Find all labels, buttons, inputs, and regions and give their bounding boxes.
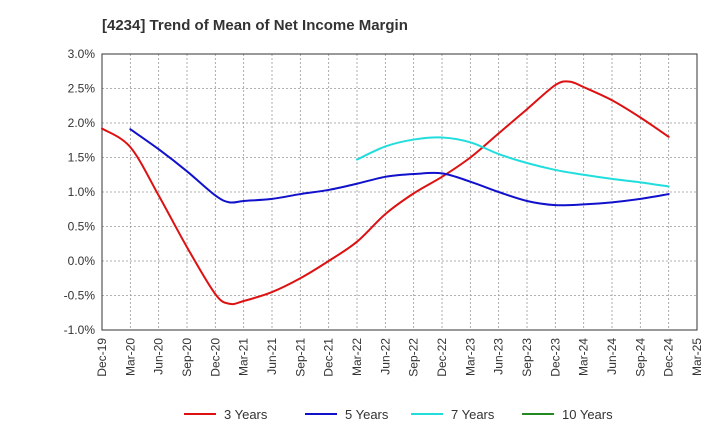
legend-label-7-years: 7 Years [451, 407, 495, 422]
y-tick-label: -0.5% [64, 289, 96, 303]
x-tick-label: Jun-22 [378, 338, 392, 375]
x-tick-label: Sep-22 [407, 338, 421, 377]
x-tick-label: Dec-22 [435, 338, 449, 377]
y-tick-label: 0.5% [68, 220, 96, 234]
legend-label-3-years: 3 Years [224, 407, 268, 422]
x-tick-label: Dec-23 [548, 338, 562, 377]
x-tick-label: Sep-21 [293, 338, 307, 377]
plot-area-frame [101, 53, 698, 331]
legend-label-5-years: 5 Years [345, 407, 389, 422]
x-tick-label: Sep-20 [180, 338, 194, 377]
y-tick-label: -1.0% [64, 323, 96, 337]
series-line-7-years [356, 136, 670, 188]
x-tick-label: Mar-22 [350, 338, 364, 376]
y-tick-label: 1.5% [68, 151, 96, 165]
y-tick-label: 0.0% [68, 254, 96, 268]
x-tick-label: Dec-19 [95, 338, 109, 377]
x-tick-label: Dec-24 [662, 338, 676, 377]
x-axis-ticks: Dec-19 Mar-20 Jun-20 Sep-20 Dec-20 Mar-21 Jun-… [95, 338, 704, 377]
y-tick-label: 1.0% [68, 185, 96, 199]
x-tick-label: Dec-20 [208, 338, 222, 377]
x-tick-label: Jun-20 [152, 338, 166, 375]
grid-lines [102, 54, 697, 330]
series-lines [101, 80, 670, 306]
legend: 3 Years 5 Years 7 Years 10 Years [184, 407, 613, 422]
y-axis-ticks: 3.0% 2.5% 2.0% 1.5% 1.0% 0.5% 0.0% -0.5% -1.0% [64, 47, 96, 337]
x-tick-label: Mar-21 [237, 338, 251, 376]
x-tick-label: Sep-23 [520, 338, 534, 377]
x-tick-label: Jun-21 [265, 338, 279, 375]
x-tick-label: Mar-24 [577, 338, 591, 376]
x-tick-label: Mar-23 [463, 338, 477, 376]
legend-label-10-years: 10 Years [562, 407, 613, 422]
x-tick-label: Jun-23 [492, 338, 506, 375]
x-tick-label: Mar-20 [123, 338, 137, 376]
x-tick-label: Dec-21 [322, 338, 336, 377]
series-line-3-years [101, 80, 670, 306]
x-tick-label: Sep-24 [633, 338, 647, 377]
x-tick-label: Mar-25 [690, 338, 704, 376]
x-tick-label: Jun-24 [605, 338, 619, 375]
y-tick-label: 2.5% [68, 82, 96, 96]
chart-title: [4234] Trend of Mean of Net Income Margi… [102, 17, 408, 34]
series-line-5-years [129, 128, 670, 207]
y-tick-label: 2.0% [68, 116, 96, 130]
y-tick-label: 3.0% [68, 47, 96, 61]
